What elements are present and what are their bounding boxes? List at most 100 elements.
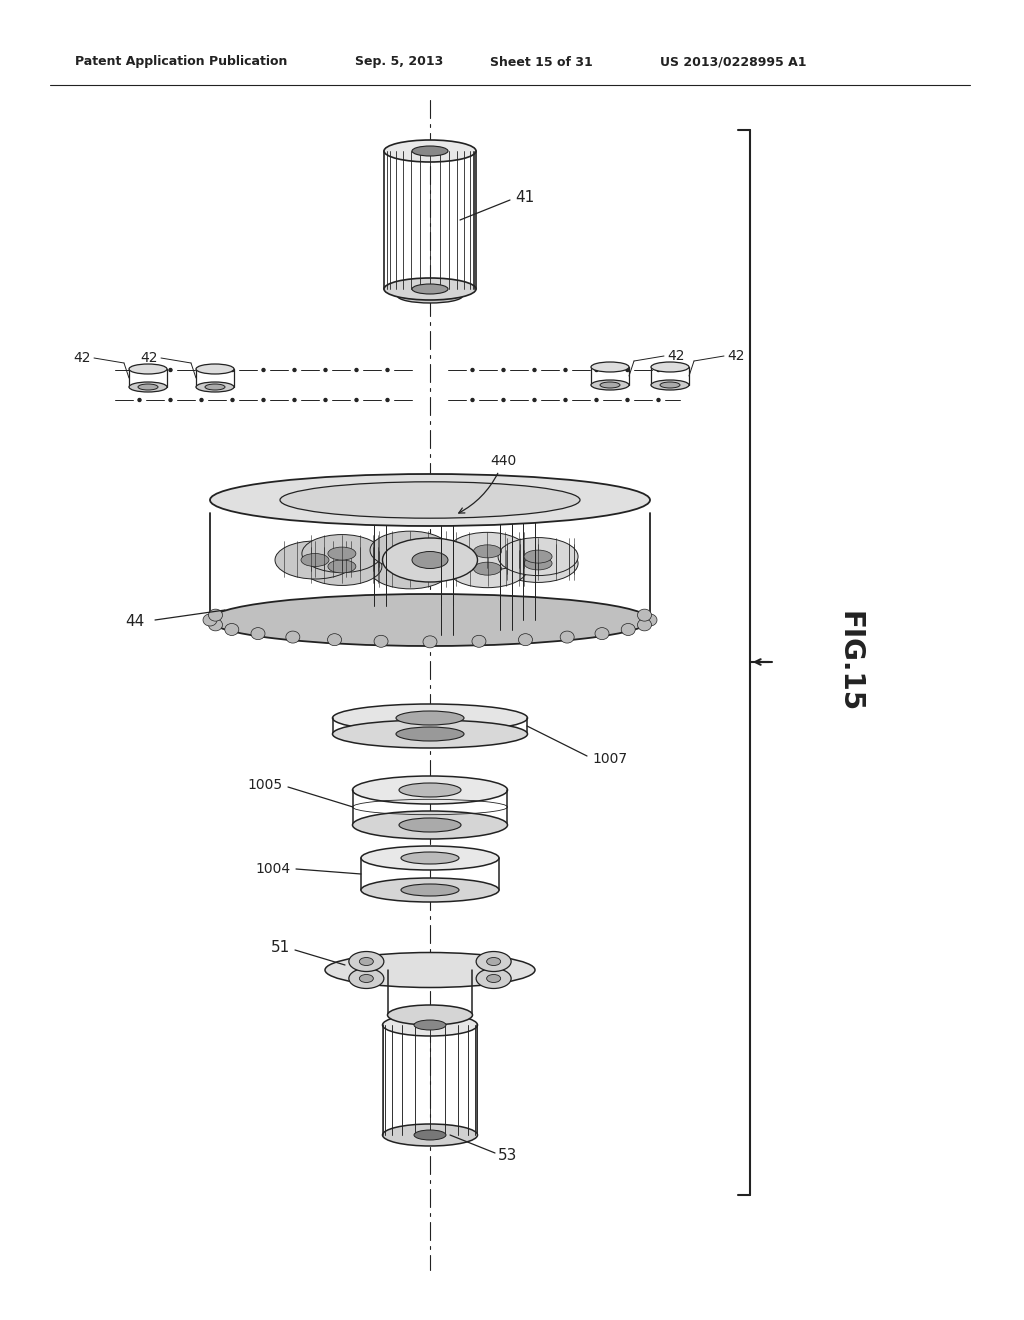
Text: Patent Application Publication: Patent Application Publication bbox=[75, 55, 288, 69]
Text: 42: 42 bbox=[140, 351, 158, 366]
Ellipse shape bbox=[423, 636, 437, 648]
Ellipse shape bbox=[370, 550, 450, 589]
Ellipse shape bbox=[286, 631, 300, 643]
Ellipse shape bbox=[471, 368, 474, 371]
Ellipse shape bbox=[383, 1014, 477, 1036]
Ellipse shape bbox=[473, 545, 502, 558]
Ellipse shape bbox=[401, 851, 459, 865]
Ellipse shape bbox=[498, 544, 579, 582]
Ellipse shape bbox=[302, 535, 382, 573]
Ellipse shape bbox=[595, 627, 609, 640]
Text: Sheet 15 of 31: Sheet 15 of 31 bbox=[490, 55, 593, 69]
Ellipse shape bbox=[595, 399, 598, 401]
Ellipse shape bbox=[169, 399, 172, 401]
Ellipse shape bbox=[349, 969, 384, 989]
Ellipse shape bbox=[657, 368, 660, 371]
Ellipse shape bbox=[502, 399, 505, 401]
Ellipse shape bbox=[333, 719, 527, 748]
Ellipse shape bbox=[657, 399, 660, 401]
Ellipse shape bbox=[324, 368, 327, 371]
Ellipse shape bbox=[359, 974, 374, 982]
Ellipse shape bbox=[359, 957, 374, 965]
Ellipse shape bbox=[280, 482, 580, 519]
Ellipse shape bbox=[396, 711, 464, 725]
Ellipse shape bbox=[643, 614, 657, 626]
Ellipse shape bbox=[626, 399, 629, 401]
Ellipse shape bbox=[595, 368, 598, 371]
Ellipse shape bbox=[447, 532, 527, 570]
Ellipse shape bbox=[486, 957, 501, 965]
Ellipse shape bbox=[231, 399, 234, 401]
Ellipse shape bbox=[138, 368, 141, 371]
Ellipse shape bbox=[396, 564, 424, 577]
Ellipse shape bbox=[564, 399, 567, 401]
Ellipse shape bbox=[518, 634, 532, 645]
Ellipse shape bbox=[386, 368, 389, 371]
Ellipse shape bbox=[200, 368, 203, 371]
Ellipse shape bbox=[600, 381, 620, 388]
Text: 1004: 1004 bbox=[256, 862, 291, 876]
Ellipse shape bbox=[524, 550, 552, 564]
Ellipse shape bbox=[324, 399, 327, 401]
Ellipse shape bbox=[251, 627, 265, 640]
Ellipse shape bbox=[325, 953, 535, 987]
Ellipse shape bbox=[660, 381, 680, 388]
Ellipse shape bbox=[638, 609, 651, 622]
Ellipse shape bbox=[399, 818, 461, 832]
Ellipse shape bbox=[476, 952, 511, 972]
Ellipse shape bbox=[209, 609, 222, 622]
Ellipse shape bbox=[210, 594, 650, 645]
Ellipse shape bbox=[138, 384, 158, 389]
Ellipse shape bbox=[302, 548, 382, 586]
Ellipse shape bbox=[355, 399, 358, 401]
Ellipse shape bbox=[129, 364, 167, 374]
Ellipse shape bbox=[386, 399, 389, 401]
Ellipse shape bbox=[498, 537, 579, 576]
Ellipse shape bbox=[374, 635, 388, 647]
Ellipse shape bbox=[502, 368, 505, 371]
Ellipse shape bbox=[534, 368, 536, 371]
Text: US 2013/0228995 A1: US 2013/0228995 A1 bbox=[660, 55, 807, 69]
Ellipse shape bbox=[396, 727, 464, 741]
Ellipse shape bbox=[401, 884, 459, 896]
Ellipse shape bbox=[383, 1125, 477, 1146]
Ellipse shape bbox=[231, 368, 234, 371]
Ellipse shape bbox=[383, 539, 477, 582]
Text: 41: 41 bbox=[515, 190, 535, 206]
Ellipse shape bbox=[209, 619, 222, 631]
Text: 1005: 1005 bbox=[248, 777, 283, 792]
Ellipse shape bbox=[626, 368, 629, 371]
Ellipse shape bbox=[387, 1005, 472, 1026]
Text: Sep. 5, 2013: Sep. 5, 2013 bbox=[355, 55, 443, 69]
Ellipse shape bbox=[486, 974, 501, 982]
Ellipse shape bbox=[210, 474, 650, 525]
Ellipse shape bbox=[361, 878, 499, 902]
Ellipse shape bbox=[622, 623, 635, 635]
Ellipse shape bbox=[396, 544, 424, 557]
Ellipse shape bbox=[196, 381, 234, 392]
Text: 42: 42 bbox=[727, 348, 744, 363]
Text: 42: 42 bbox=[667, 348, 684, 363]
Ellipse shape bbox=[524, 557, 552, 570]
Text: 53: 53 bbox=[498, 1147, 517, 1163]
Ellipse shape bbox=[349, 952, 384, 972]
Ellipse shape bbox=[384, 279, 476, 300]
Ellipse shape bbox=[262, 399, 265, 401]
Ellipse shape bbox=[534, 399, 536, 401]
Ellipse shape bbox=[301, 553, 329, 566]
Ellipse shape bbox=[262, 368, 265, 371]
Text: 1007: 1007 bbox=[592, 752, 627, 766]
Ellipse shape bbox=[638, 619, 651, 631]
Ellipse shape bbox=[200, 399, 203, 401]
Ellipse shape bbox=[473, 562, 502, 576]
Ellipse shape bbox=[293, 368, 296, 371]
Ellipse shape bbox=[169, 368, 172, 371]
Ellipse shape bbox=[384, 140, 476, 162]
Ellipse shape bbox=[447, 549, 527, 587]
Ellipse shape bbox=[225, 623, 239, 635]
Text: 42: 42 bbox=[74, 351, 91, 366]
Ellipse shape bbox=[591, 362, 629, 372]
Text: 51: 51 bbox=[270, 940, 290, 956]
Ellipse shape bbox=[328, 546, 356, 560]
Ellipse shape bbox=[203, 614, 217, 626]
